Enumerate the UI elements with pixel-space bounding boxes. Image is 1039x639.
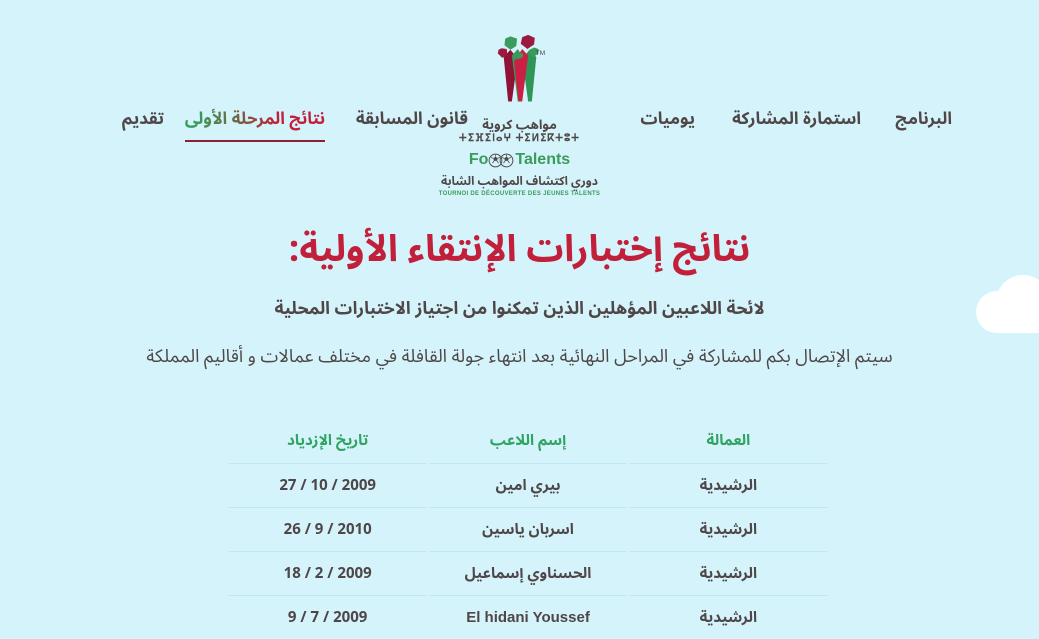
svg-text:TM: TM (535, 50, 545, 57)
